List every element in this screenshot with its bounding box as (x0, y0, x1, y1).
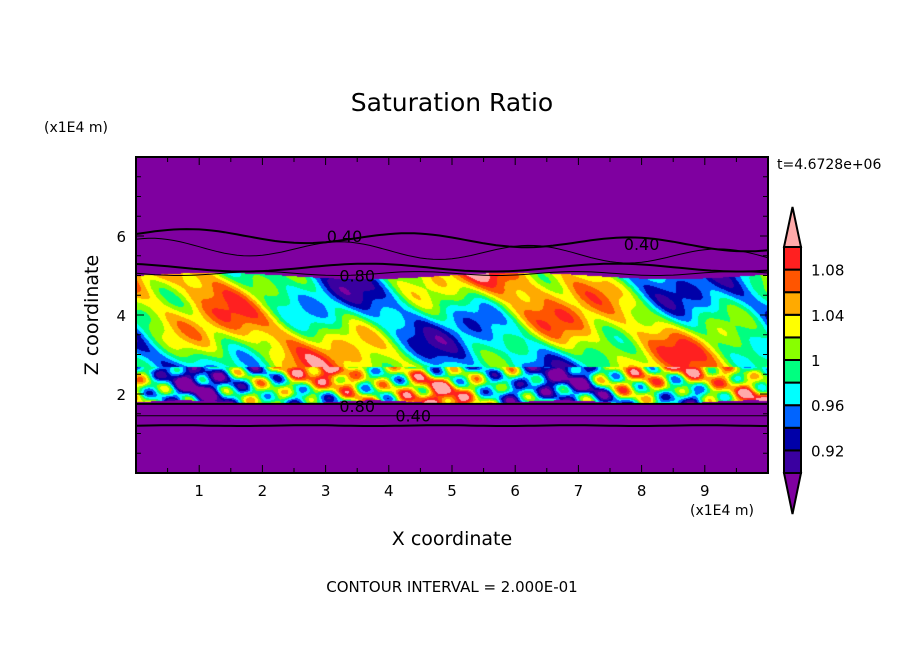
y-axis-unit: (x1E4 m) (44, 120, 108, 136)
colorbar-swatch (783, 381, 802, 407)
x-tick-label: 5 (447, 482, 457, 500)
colorbar-swatch (783, 268, 802, 294)
colorbar-under-arrow (782, 472, 803, 515)
colorbar-swatch (783, 359, 802, 384)
colorbar-tick-label: 0.96 (811, 397, 844, 415)
x-tick-label: 3 (321, 482, 331, 500)
contour-line (135, 271, 769, 277)
x-tick-label: 8 (637, 482, 647, 500)
colorbar-tick-label: 1.04 (811, 307, 844, 325)
contour-line (135, 237, 769, 264)
contour-label: 0.40 (327, 227, 363, 246)
y-tick-label: 6 (116, 228, 126, 246)
x-tick-label: 6 (510, 482, 520, 500)
contour-label: 0.80 (339, 267, 375, 286)
contour-label: 0.80 (339, 397, 375, 416)
x-tick-label: 9 (700, 482, 710, 500)
time-label: t=4.6728e+06 (777, 157, 882, 173)
y-tick-label: 4 (116, 307, 126, 325)
colorbar-swatch (783, 291, 802, 316)
contour-label: 0.40 (395, 407, 431, 426)
contour-field (136, 157, 768, 473)
colorbar-tick-label: 0.92 (811, 442, 844, 460)
colorbar-swatch (783, 449, 802, 474)
contour-line (135, 424, 768, 427)
colorbar-swatch (783, 336, 802, 361)
x-tick-label: 1 (194, 482, 204, 500)
chart-title: Saturation Ratio (350, 88, 554, 117)
colorbar-tick-label: 1 (811, 352, 821, 370)
x-axis-label: X coordinate (391, 528, 513, 550)
colorbar-over-arrow (782, 206, 803, 248)
colorbar-swatch (783, 246, 802, 271)
x-tick-label: 7 (574, 482, 584, 500)
contour-interval-label: CONTOUR INTERVAL = 2.000E-01 (326, 578, 578, 596)
colorbar-swatch (783, 404, 802, 429)
colorbar-swatch (783, 426, 802, 452)
colorbar-swatch (783, 313, 802, 339)
contour-label: 0.40 (624, 235, 660, 254)
colorbar-tick-label: 1.08 (811, 262, 844, 280)
contour-line (135, 262, 769, 273)
x-axis-unit: (x1E4 m) (690, 503, 754, 519)
x-tick-label: 4 (384, 482, 394, 500)
y-tick-label: 2 (116, 386, 126, 404)
contour-line (135, 228, 769, 253)
x-tick-label: 2 (258, 482, 268, 500)
